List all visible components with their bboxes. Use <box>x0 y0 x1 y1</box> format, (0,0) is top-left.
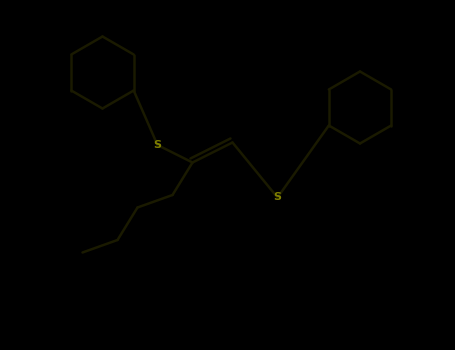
Text: S: S <box>153 140 162 150</box>
Text: S: S <box>273 193 282 203</box>
